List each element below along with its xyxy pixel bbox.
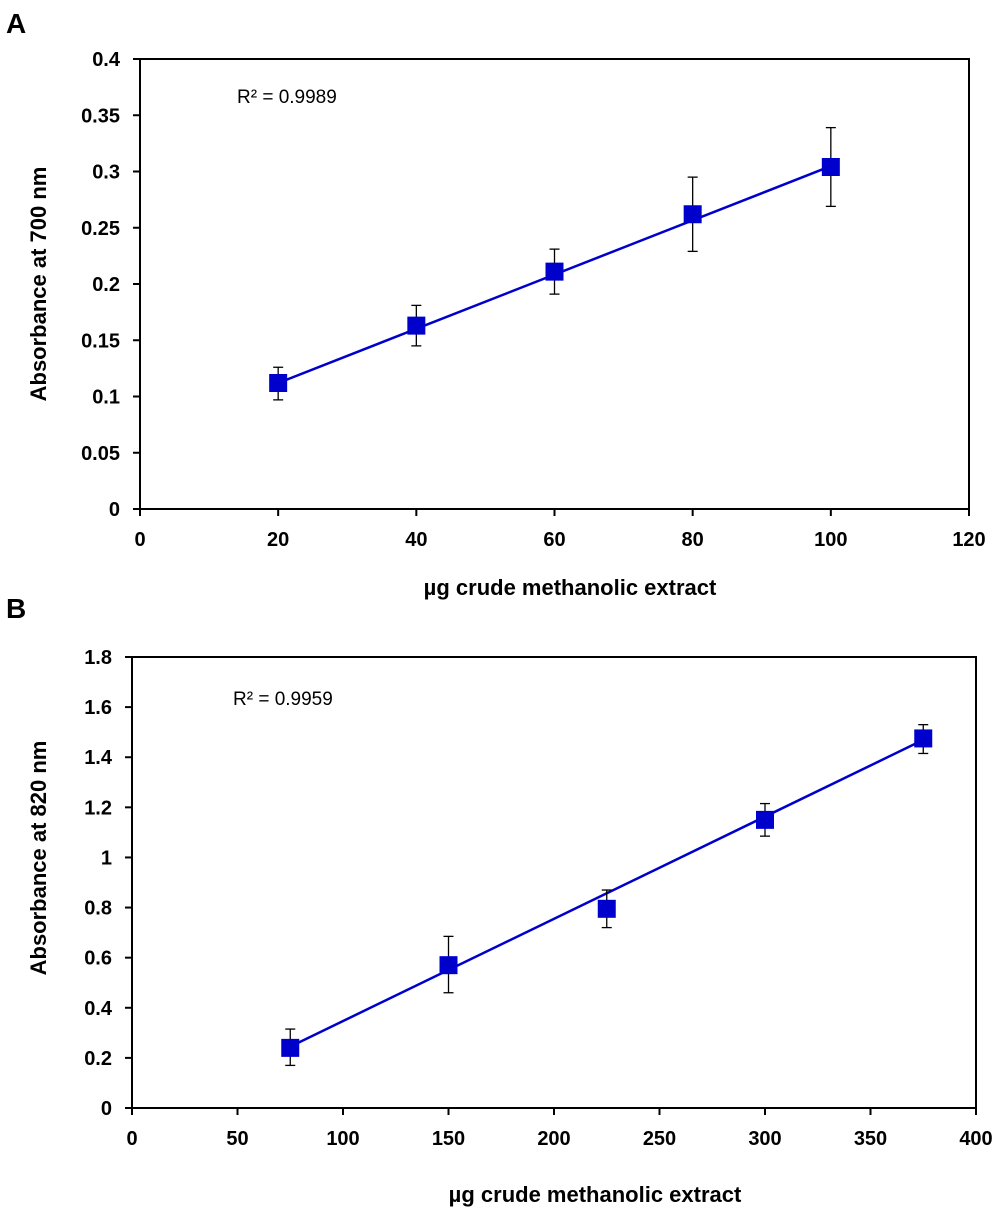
x-tick-label: 350 <box>854 1128 887 1150</box>
x-tick-label: 100 <box>326 1128 359 1150</box>
y-tick-label: 0.35 <box>81 105 120 127</box>
chart-panel-a: A R² = 0.9989 µg crude methanolic extrac… <box>6 8 986 600</box>
data-point-marker <box>683 205 702 224</box>
y-tick-label: 1.2 <box>84 797 112 819</box>
r-squared-annotation: R² = 0.9959 <box>233 689 333 710</box>
y-tick-label: 0.8 <box>84 898 112 920</box>
x-tick-label: 250 <box>643 1128 676 1150</box>
y-tick-label: 0.6 <box>84 948 112 970</box>
x-tick-label: 20 <box>267 529 289 551</box>
panel-label: A <box>6 8 26 39</box>
x-tick-label: 400 <box>959 1128 992 1150</box>
y-tick-label: 1.8 <box>84 647 112 669</box>
data-point-marker <box>439 956 458 975</box>
y-tick-label: 0 <box>101 1098 112 1120</box>
data-point-marker <box>407 316 426 335</box>
x-tick-label: 0 <box>134 529 145 551</box>
y-tick-label: 0.4 <box>92 49 121 71</box>
chart-panel-b: B R² = 0.9959 µg crude methanolic extrac… <box>6 593 993 1207</box>
data-point-marker <box>281 1038 300 1057</box>
y-tick-label: 0.1 <box>92 387 120 409</box>
y-tick-label: 0.25 <box>81 218 120 240</box>
x-tick-label: 120 <box>952 529 985 551</box>
x-axis-label: µg crude methanolic extract <box>449 1182 742 1207</box>
x-tick-label: 300 <box>748 1128 781 1150</box>
y-tick-label: 0.05 <box>81 443 120 465</box>
data-point-marker <box>914 729 933 748</box>
y-tick-label: 1.6 <box>84 697 112 719</box>
x-tick-label: 150 <box>432 1128 465 1150</box>
y-axis-label: Absorbance at 820 nm <box>26 741 51 976</box>
data-point-marker <box>597 899 616 918</box>
y-tick-label: 1 <box>101 847 112 869</box>
data-point-marker <box>269 374 288 392</box>
y-tick-label: 1.4 <box>84 747 113 769</box>
y-tick-label: 0.2 <box>92 274 120 296</box>
x-tick-label: 40 <box>405 529 427 551</box>
x-tick-label: 0 <box>126 1128 137 1150</box>
y-axis-label: Absorbance at 700 nm <box>26 167 51 402</box>
x-tick-label: 200 <box>537 1128 570 1150</box>
panel-label: B <box>6 593 26 624</box>
x-tick-label: 50 <box>226 1128 248 1150</box>
r-squared-annotation: R² = 0.9989 <box>237 87 337 108</box>
y-tick-label: 0.4 <box>84 998 113 1020</box>
y-tick-label: 0.2 <box>84 1048 112 1070</box>
data-point-marker <box>821 158 840 176</box>
x-axis-label: µg crude methanolic extract <box>424 575 717 600</box>
plot-area <box>131 656 977 1109</box>
y-tick-label: 0.3 <box>92 162 120 184</box>
x-tick-label: 100 <box>814 529 847 551</box>
x-tick-label: 60 <box>543 529 565 551</box>
data-point-marker <box>756 810 774 829</box>
x-tick-label: 80 <box>682 529 704 551</box>
y-tick-label: 0.15 <box>81 330 120 352</box>
data-point-marker <box>545 262 564 281</box>
y-tick-label: 0 <box>109 499 120 521</box>
